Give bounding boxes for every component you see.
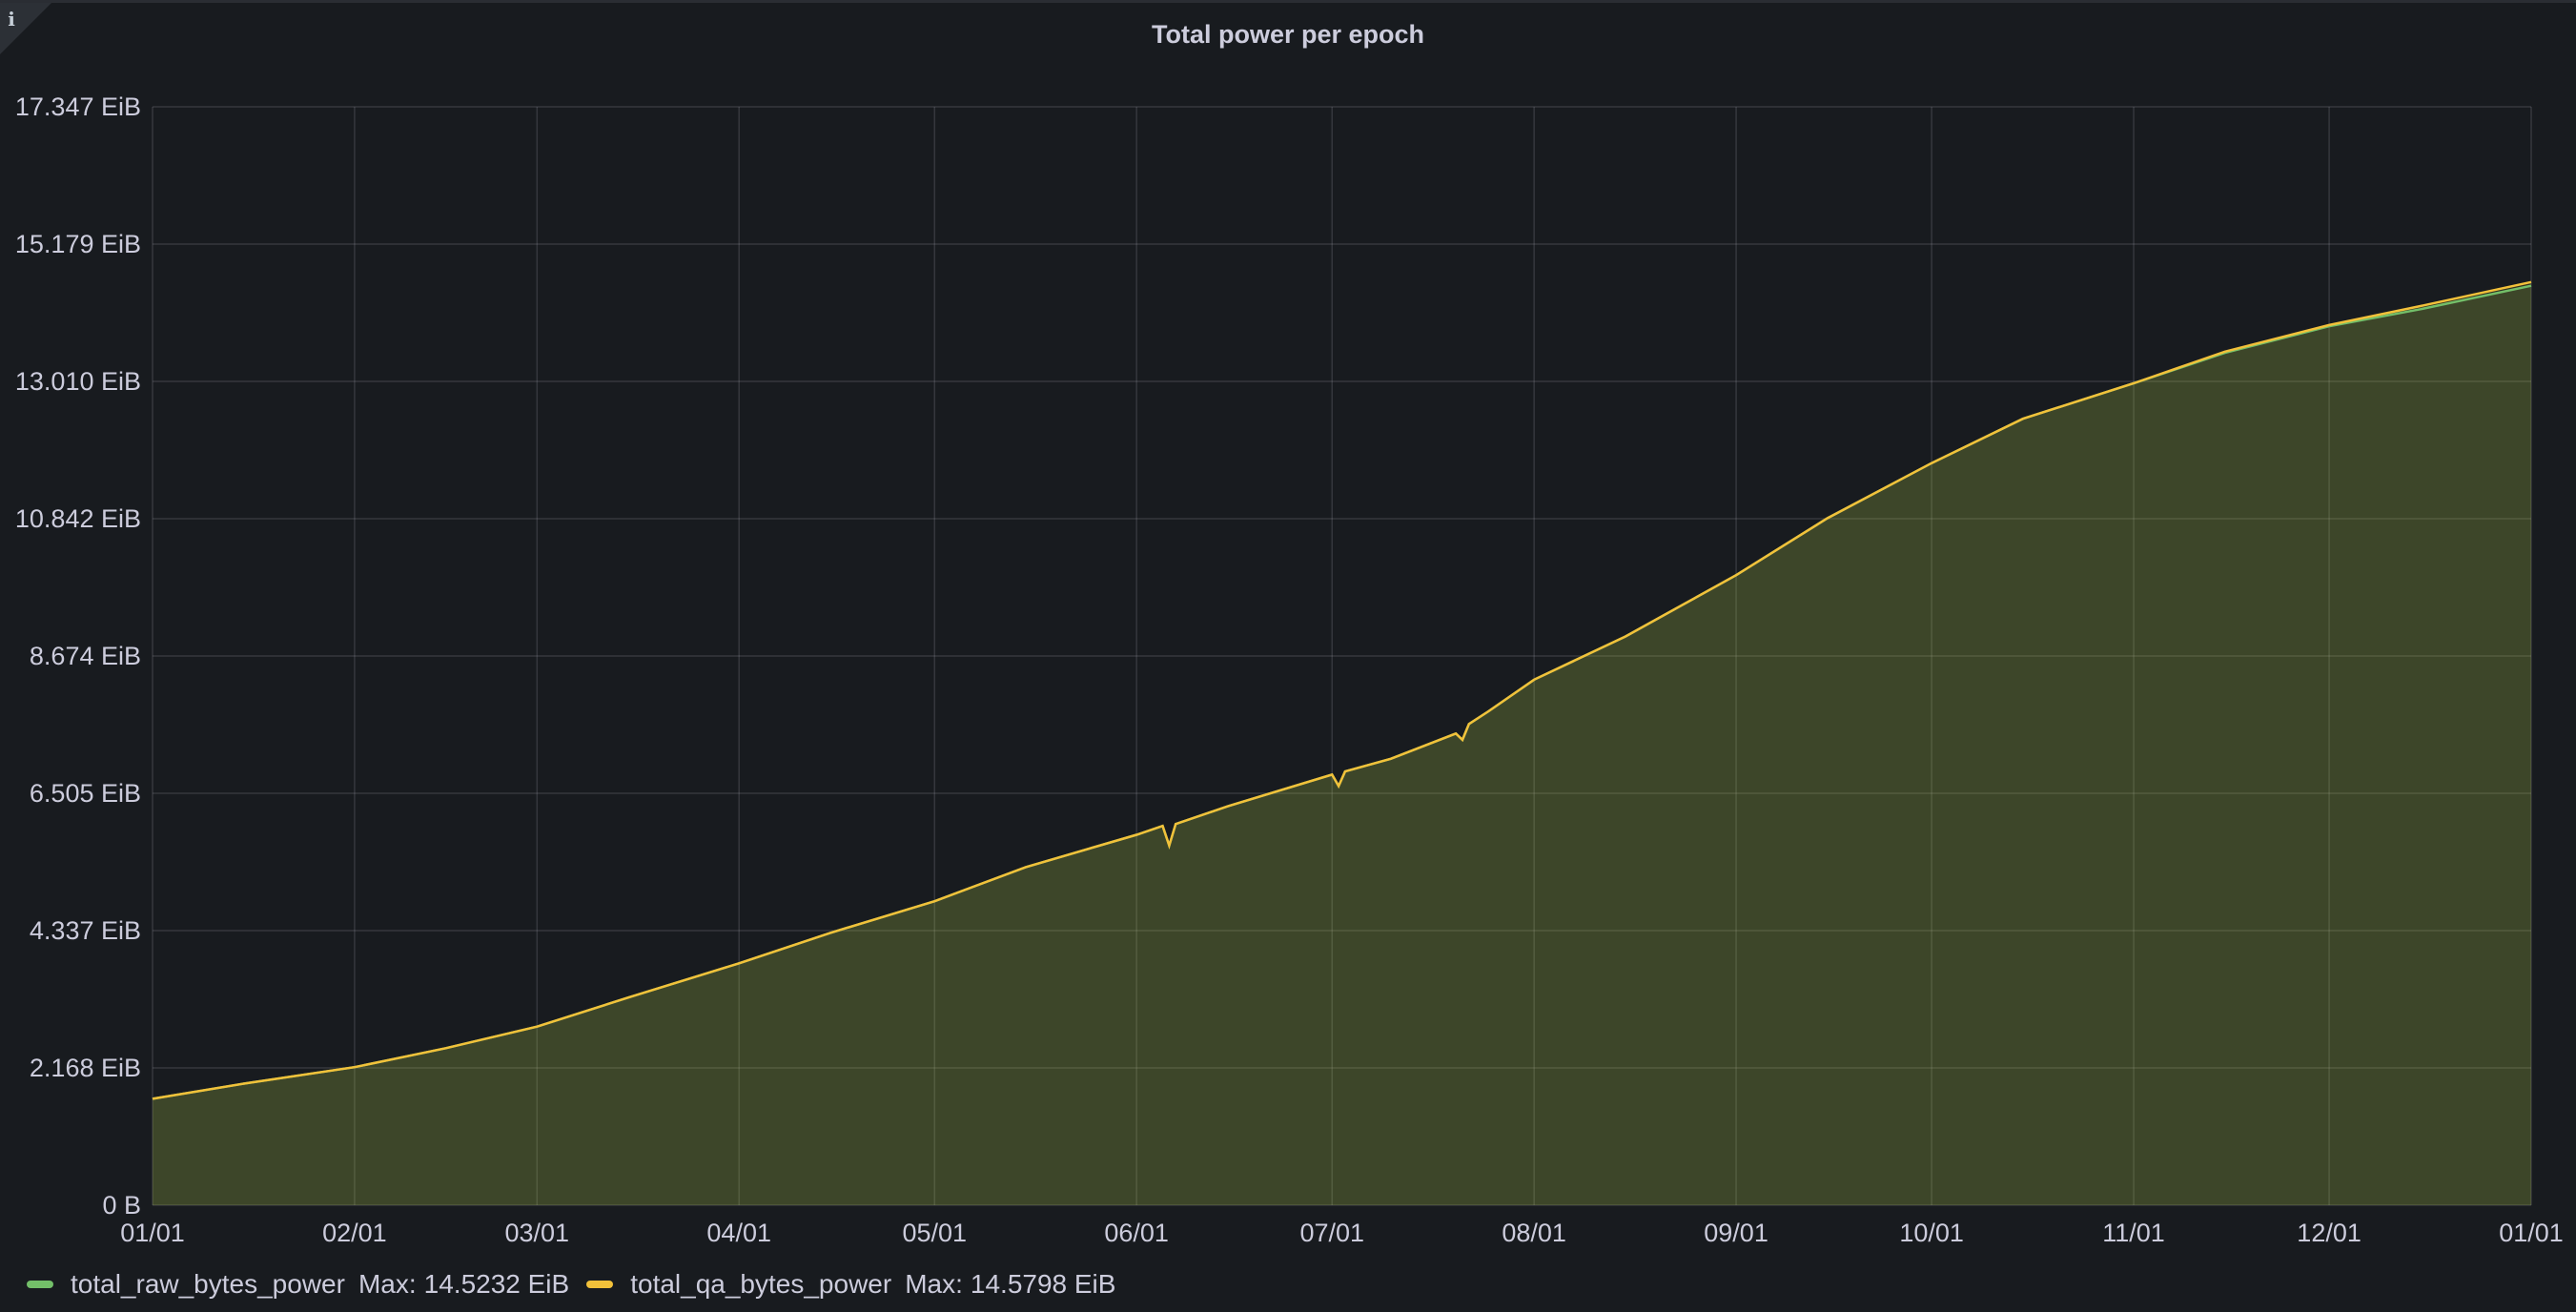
series-area-total_raw_bytes_power bbox=[153, 285, 2531, 1205]
x-tick-label: 03/01 bbox=[505, 1219, 570, 1247]
series-area-total_qa_bytes_power bbox=[153, 281, 2531, 1205]
y-tick-label: 6.505 EiB bbox=[30, 779, 141, 808]
x-axis: 01/01 02/01 03/01 04/01 05/01 06/01 07/01 08/01… bbox=[120, 1219, 2564, 1247]
y-tick-label: 10.842 EiB bbox=[15, 504, 141, 533]
y-tick-label: 8.674 EiB bbox=[30, 642, 141, 670]
y-tick-label: 4.337 EiB bbox=[30, 916, 141, 945]
x-tick-label: 07/01 bbox=[1299, 1219, 1364, 1247]
x-tick-label: 12/01 bbox=[2297, 1219, 2361, 1247]
y-tick-label: 2.168 EiB bbox=[30, 1054, 141, 1082]
legend-max-value: 14.5232 EiB bbox=[423, 1269, 570, 1299]
x-tick-label: 01/01 bbox=[120, 1219, 185, 1247]
x-tick-label: 02/01 bbox=[322, 1219, 387, 1247]
legend-series-name: total_qa_bytes_power bbox=[630, 1269, 892, 1299]
chart-lines bbox=[152, 280, 2532, 1100]
x-tick-label: 11/01 bbox=[2102, 1219, 2165, 1247]
info-corner[interactable] bbox=[0, 3, 51, 54]
series-line-total_qa_bytes_power bbox=[152, 280, 2532, 1100]
legend-max-value: 14.5798 EiB bbox=[970, 1269, 1116, 1299]
y-axis: 0 B 2.168 EiB 4.337 EiB 6.505 EiB 8.674 EiB 1… bbox=[15, 92, 141, 1220]
chart-grid bbox=[152, 106, 2532, 1206]
legend-max-label: Max: bbox=[905, 1269, 963, 1299]
x-tick-label: 10/01 bbox=[1899, 1219, 1964, 1247]
legend-item-qa[interactable]: total_qa_bytes_power Max: 14.5798 EiB bbox=[586, 1269, 1115, 1300]
time-series-chart[interactable]: 0 B 2.168 EiB 4.337 EiB 6.505 EiB 8.674 EiB 1… bbox=[0, 3, 2576, 1261]
legend-swatch-qa bbox=[586, 1281, 614, 1288]
y-tick-label: 0 B bbox=[102, 1191, 141, 1220]
legend-item-raw[interactable]: total_raw_bytes_power Max: 14.5232 EiB bbox=[27, 1269, 569, 1300]
x-tick-label: 01/01 bbox=[2499, 1219, 2564, 1247]
x-tick-label: 09/01 bbox=[1704, 1219, 1768, 1247]
legend-swatch-raw bbox=[27, 1281, 53, 1288]
x-tick-label: 06/01 bbox=[1104, 1219, 1169, 1247]
x-tick-label: 04/01 bbox=[706, 1219, 771, 1247]
y-tick-label: 15.179 EiB bbox=[15, 230, 141, 258]
y-tick-label: 13.010 EiB bbox=[15, 367, 141, 396]
info-icon[interactable]: i bbox=[8, 8, 15, 31]
chart-areas bbox=[153, 281, 2531, 1205]
legend-series-name: total_raw_bytes_power bbox=[71, 1269, 345, 1299]
legend: total_raw_bytes_power Max: 14.5232 EiB t… bbox=[27, 1263, 1133, 1305]
panel-title[interactable]: Total power per epoch bbox=[1151, 20, 1425, 49]
legend-max-label: Max: bbox=[358, 1269, 417, 1299]
x-tick-label: 08/01 bbox=[1502, 1219, 1566, 1247]
y-tick-label: 17.347 EiB bbox=[15, 92, 141, 121]
x-tick-label: 05/01 bbox=[902, 1219, 967, 1247]
